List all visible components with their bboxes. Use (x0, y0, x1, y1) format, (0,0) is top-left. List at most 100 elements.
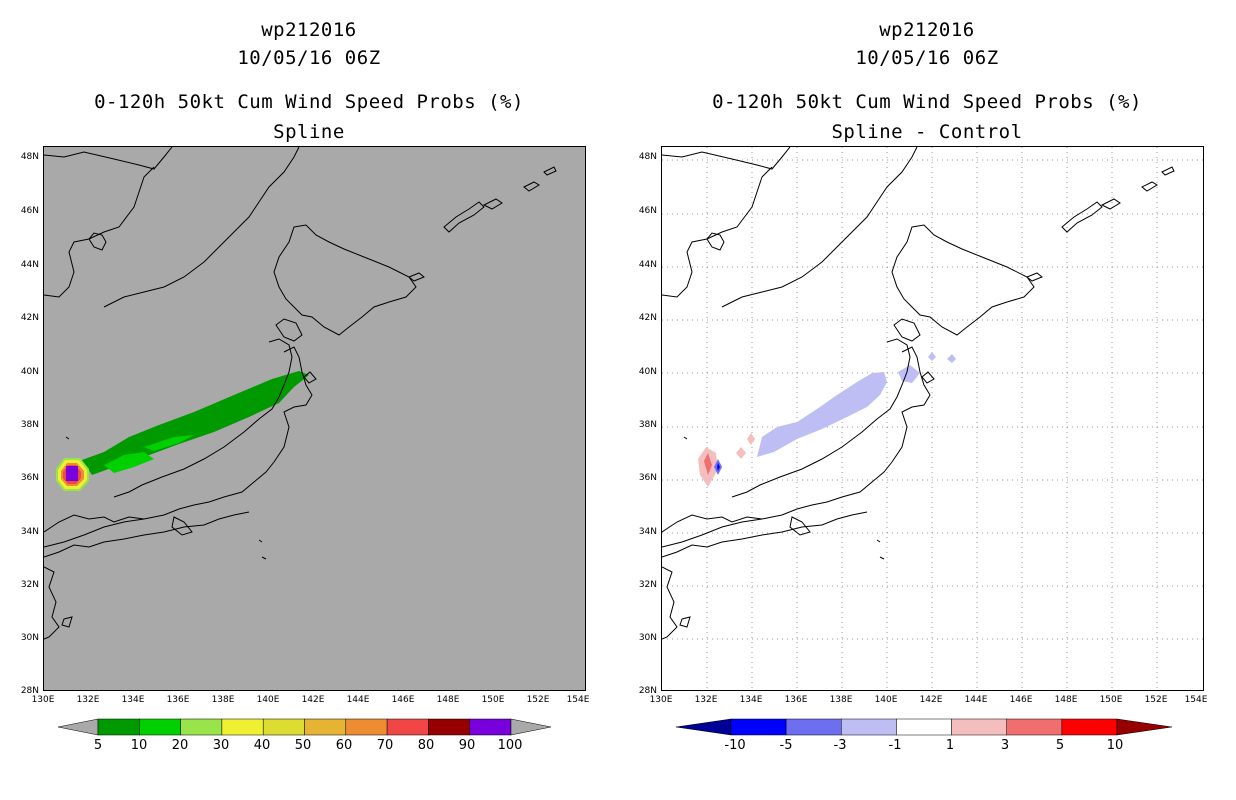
colorbar-label: 50 (294, 738, 312, 753)
lat-label: 38N (638, 420, 657, 430)
lat-label: 42N (638, 313, 657, 323)
colorbar-label: -5 (779, 738, 793, 753)
lat-label: 28N (638, 686, 657, 696)
lat-label: 38N (20, 420, 39, 430)
lon-label: 150E (1099, 695, 1123, 705)
left-title-product: 0-120h 50kt Cum Wind Speed Probs (%) (94, 91, 524, 113)
colorbar-swatch (1006, 718, 1063, 736)
lat-label: 36N (638, 473, 657, 483)
colorbar-label: -10 (724, 738, 746, 753)
lon-label: 140E (256, 695, 280, 705)
lat-label: 46N (638, 206, 657, 216)
lon-label: 144E (964, 695, 988, 705)
colorbar-label: 70 (376, 738, 394, 753)
lon-label: 134E (121, 695, 145, 705)
colorbar-swatch (730, 718, 787, 736)
colorbar-swatch (896, 718, 952, 736)
wind-probability-contour-icon (698, 352, 956, 487)
right-title-datetime: 10/05/16 06Z (855, 47, 999, 69)
lon-label: 132E (76, 695, 100, 705)
lat-label: 34N (20, 527, 39, 537)
right-colorbar (676, 718, 1172, 736)
colorbar-label: 40 (253, 738, 271, 753)
lat-label: 40N (20, 367, 39, 377)
lon-label: 138E (829, 695, 853, 705)
lon-label: 136E (784, 695, 808, 705)
colorbar-label: 20 (171, 738, 189, 753)
colorbar-label: 5 (1055, 738, 1065, 753)
colorbar-swatch (221, 718, 264, 736)
left-title-datetime: 10/05/16 06Z (237, 47, 381, 69)
colorbar-swatch (139, 718, 181, 736)
colorbar-swatch (386, 718, 429, 736)
colorbar-swatch (676, 718, 732, 736)
lat-label: 30N (20, 633, 39, 643)
lon-label: 146E (1009, 695, 1033, 705)
lon-label: 154E (566, 695, 590, 705)
right-title-storm-id: wp212016 (879, 19, 975, 41)
lat-label: 46N (20, 206, 39, 216)
lat-label: 48N (638, 152, 657, 162)
lon-label: 138E (211, 695, 235, 705)
lat-label: 44N (20, 260, 39, 270)
colorbar-right-arrow (510, 718, 552, 736)
lon-label: 140E (874, 695, 898, 705)
colorbar-label: -3 (833, 738, 847, 753)
lon-label: 130E (31, 695, 55, 705)
colorbar-swatch (1116, 718, 1172, 736)
colorbar-swatch (345, 718, 388, 736)
colorbar-swatch (97, 718, 140, 736)
lon-label: 130E (649, 695, 673, 705)
lat-label: 32N (638, 580, 657, 590)
colorbar-label: 1 (945, 738, 955, 753)
right-title-method: Spline - Control (831, 121, 1023, 143)
left-title-storm-id: wp212016 (261, 19, 357, 41)
lat-label: 34N (638, 527, 657, 537)
colorbar-swatch (262, 718, 305, 736)
colorbar-swatch (841, 718, 897, 736)
colorbar-label: 3 (1000, 738, 1010, 753)
left-colorbar-boxes (97, 718, 512, 736)
colorbar-label: 10 (130, 738, 148, 753)
colorbar-swatch (180, 718, 223, 736)
lon-label: 154E (1184, 695, 1208, 705)
lon-label: 148E (1054, 695, 1078, 705)
lat-label: 30N (638, 633, 657, 643)
colorbar-label: 30 (212, 738, 230, 753)
lon-label: 132E (694, 695, 718, 705)
lon-label: 148E (436, 695, 460, 705)
lon-label: 152E (1144, 695, 1168, 705)
right-colorbar-boxes (676, 718, 1172, 736)
colorbar-left-arrow (58, 718, 99, 736)
lon-label: 152E (526, 695, 550, 705)
lat-label: 28N (20, 686, 39, 696)
left-title-method: Spline (273, 121, 345, 143)
lon-label: 134E (739, 695, 763, 705)
colorbar-label: 100 (497, 738, 523, 753)
lat-label: 44N (638, 260, 657, 270)
colorbar-swatch (1061, 718, 1118, 736)
lon-label: 144E (346, 695, 370, 705)
lat-label: 32N (20, 580, 39, 590)
lat-label: 48N (20, 152, 39, 162)
colorbar-swatch (304, 718, 347, 736)
right-title-product: 0-120h 50kt Cum Wind Speed Probs (%) (712, 91, 1142, 113)
colorbar-swatch (951, 718, 1007, 736)
colorbar-label: 80 (417, 738, 435, 753)
right-map-area (661, 146, 1204, 691)
lat-label: 36N (20, 473, 39, 483)
lat-label: 40N (638, 367, 657, 377)
left-map-area (43, 146, 586, 691)
colorbar-label: 60 (335, 738, 353, 753)
left-map-svg (44, 147, 557, 640)
coastline-icon (44, 147, 557, 640)
lon-label: 142E (919, 695, 943, 705)
lat-label: 42N (20, 313, 39, 323)
colorbar-label: 5 (93, 738, 103, 753)
colorbar-label: 10 (1106, 738, 1124, 753)
grid-lines (662, 147, 1203, 690)
coastline-icon (662, 147, 1175, 640)
colorbar-swatch (469, 718, 512, 736)
wind-probability-contour-icon (56, 371, 309, 491)
lon-label: 142E (301, 695, 325, 705)
